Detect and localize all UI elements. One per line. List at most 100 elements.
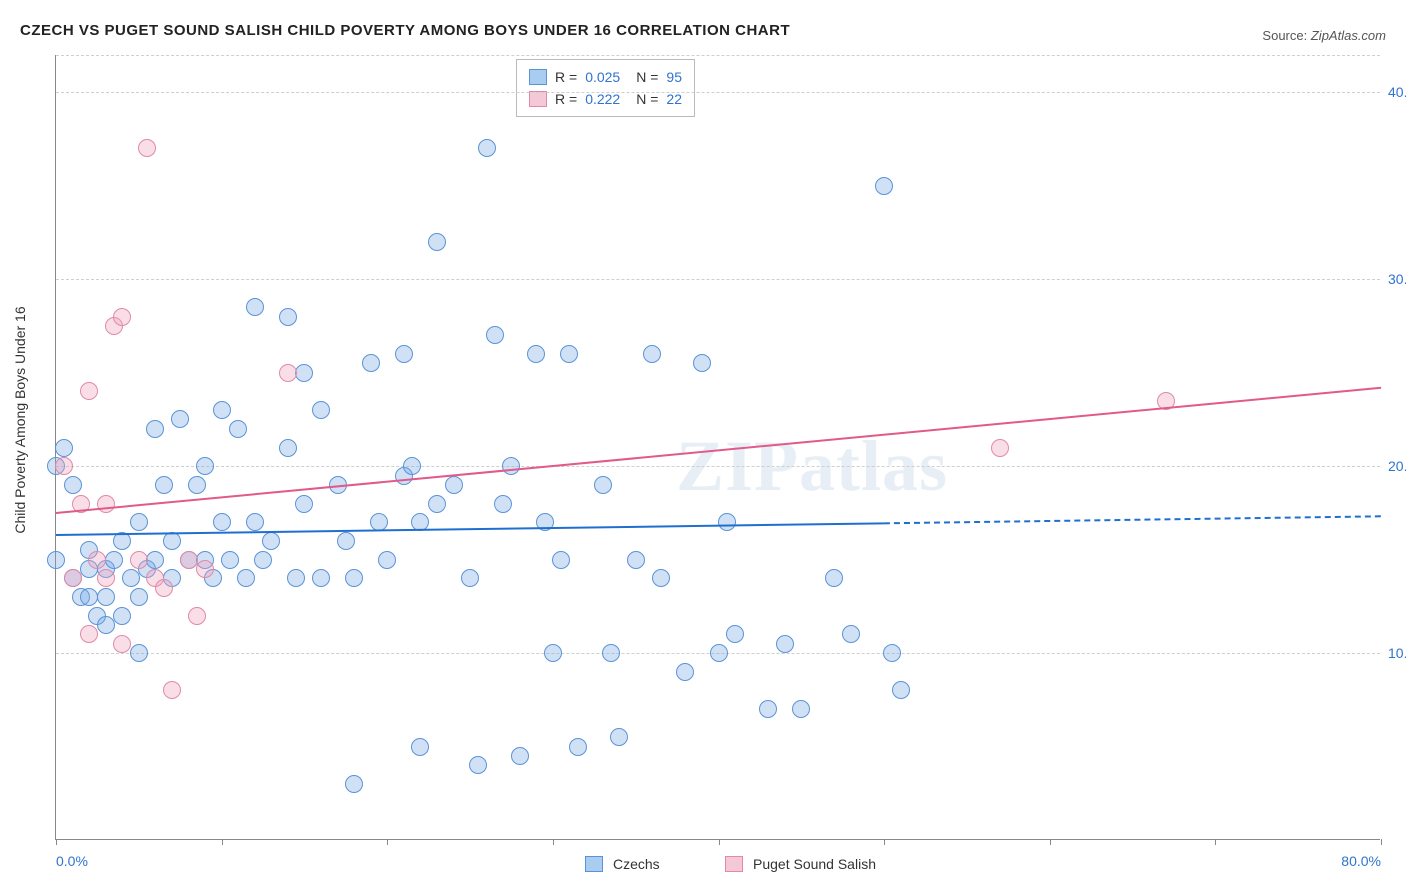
gridline [56, 279, 1380, 280]
data-point-czechs [710, 644, 728, 662]
data-point-czechs [560, 345, 578, 363]
data-point-salish [279, 364, 297, 382]
legend-n-label: N = [636, 91, 658, 107]
data-point-czechs [97, 616, 115, 634]
y-tick-label: 40.0% [1388, 84, 1406, 100]
y-tick-label: 10.0% [1388, 645, 1406, 661]
data-point-salish [130, 551, 148, 569]
data-point-salish [64, 569, 82, 587]
data-point-czechs [279, 308, 297, 326]
data-point-czechs [254, 551, 272, 569]
correlation-legend: R = 0.025 N = 95 R =0.222N =22 [516, 59, 695, 117]
data-point-czechs [47, 551, 65, 569]
data-point-salish [113, 308, 131, 326]
legend-series-label: Czechs [613, 856, 660, 872]
data-point-salish [97, 569, 115, 587]
data-point-czechs [726, 625, 744, 643]
data-point-salish [88, 551, 106, 569]
legend-n-label: N = [636, 69, 658, 85]
data-point-czechs [552, 551, 570, 569]
data-point-czechs [652, 569, 670, 587]
data-point-czechs [171, 410, 189, 428]
x-tick [1381, 839, 1382, 845]
data-point-czechs [486, 326, 504, 344]
legend-row-salish: R =0.222N =22 [529, 88, 682, 110]
data-point-salish [196, 560, 214, 578]
data-point-czechs [262, 532, 280, 550]
data-point-czechs [693, 354, 711, 372]
data-point-czechs [759, 700, 777, 718]
data-point-czechs [295, 495, 313, 513]
data-point-czechs [130, 513, 148, 531]
x-tick-label: 80.0% [1341, 853, 1381, 869]
source-value: ZipAtlas.com [1311, 28, 1386, 43]
data-point-czechs [627, 551, 645, 569]
data-point-czechs [527, 345, 545, 363]
data-point-czechs [411, 738, 429, 756]
data-point-czechs [494, 495, 512, 513]
data-point-czechs [229, 420, 247, 438]
gridline [56, 55, 1380, 56]
data-point-czechs [130, 588, 148, 606]
bottom-legend-salish: Puget Sound Salish [725, 856, 876, 872]
x-tick [719, 839, 720, 845]
source-label: Source: [1262, 28, 1307, 43]
data-point-czechs [594, 476, 612, 494]
data-point-czechs [55, 439, 73, 457]
data-point-salish [55, 457, 73, 475]
data-point-czechs [221, 551, 239, 569]
data-point-czechs [610, 728, 628, 746]
data-point-czechs [511, 747, 529, 765]
data-point-czechs [213, 401, 231, 419]
data-point-czechs [676, 663, 694, 681]
data-point-czechs [842, 625, 860, 643]
data-point-czechs [718, 513, 736, 531]
y-tick-label: 30.0% [1388, 271, 1406, 287]
data-point-czechs [155, 476, 173, 494]
data-point-czechs [105, 551, 123, 569]
x-tick [56, 839, 57, 845]
data-point-czechs [428, 495, 446, 513]
data-point-czechs [130, 644, 148, 662]
data-point-czechs [776, 635, 794, 653]
data-point-salish [113, 635, 131, 653]
data-point-czechs [246, 513, 264, 531]
data-point-czechs [892, 681, 910, 699]
data-point-czechs [312, 569, 330, 587]
data-point-salish [188, 607, 206, 625]
data-point-czechs [602, 644, 620, 662]
y-axis-label: Child Poverty Among Boys Under 16 [12, 306, 28, 533]
legend-swatch-icon [529, 91, 547, 107]
bottom-legend-czechs: Czechs [585, 856, 660, 872]
gridline [56, 466, 1380, 467]
data-point-czechs [478, 139, 496, 157]
data-point-czechs [122, 569, 140, 587]
data-point-czechs [312, 401, 330, 419]
data-point-czechs [428, 233, 446, 251]
data-point-salish [991, 439, 1009, 457]
data-point-czechs [246, 298, 264, 316]
data-point-czechs [362, 354, 380, 372]
data-point-czechs [97, 588, 115, 606]
legend-row-czechs: R = 0.025 N = 95 [529, 66, 682, 88]
legend-r-label: R = [555, 91, 577, 107]
data-point-czechs [146, 420, 164, 438]
data-point-czechs [188, 476, 206, 494]
data-point-czechs [378, 551, 396, 569]
gridline [56, 92, 1380, 93]
data-point-czechs [792, 700, 810, 718]
data-point-czechs [875, 177, 893, 195]
legend-swatch-icon [725, 856, 743, 872]
data-point-czechs [345, 775, 363, 793]
data-point-czechs [337, 532, 355, 550]
data-point-czechs [445, 476, 463, 494]
legend-n-value: 95 [666, 69, 682, 85]
legend-r-value: 0.025 [585, 69, 620, 85]
legend-r-label: R = [555, 69, 577, 85]
legend-swatch-icon [529, 69, 547, 85]
source-attribution: Source: ZipAtlas.com [1262, 28, 1386, 43]
legend-series-label: Puget Sound Salish [753, 856, 876, 872]
data-point-salish [138, 139, 156, 157]
data-point-czechs [569, 738, 587, 756]
data-point-czechs [146, 551, 164, 569]
